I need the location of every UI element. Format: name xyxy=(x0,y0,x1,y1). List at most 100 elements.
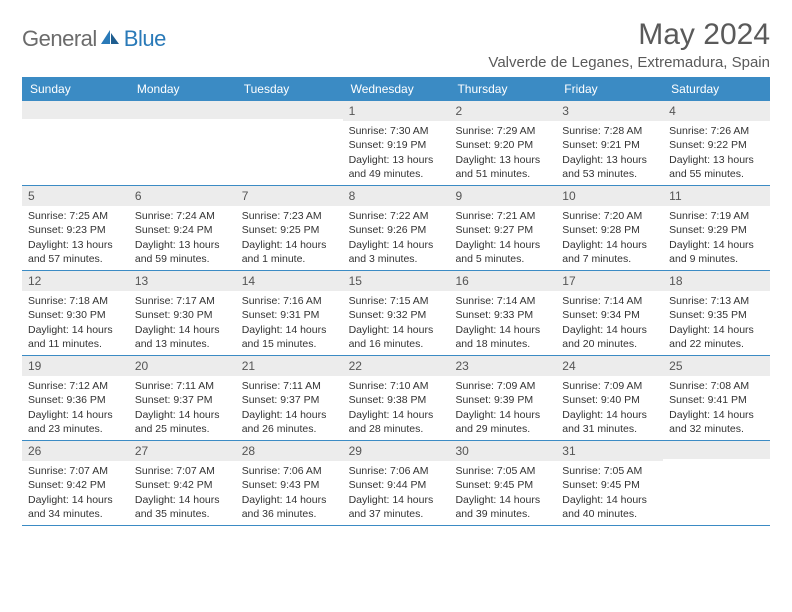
logo-text-gray: General xyxy=(22,26,97,52)
day-cell: 20Sunrise: 7:11 AMSunset: 9:37 PMDayligh… xyxy=(129,356,236,440)
sunrise-text: Sunrise: 7:17 AM xyxy=(135,294,230,308)
day-body: Sunrise: 7:11 AMSunset: 9:37 PMDaylight:… xyxy=(129,376,236,440)
sunset-text: Sunset: 9:31 PM xyxy=(242,308,337,322)
daylight-text: Daylight: 13 hours and 57 minutes. xyxy=(28,238,123,266)
sunrise-text: Sunrise: 7:16 AM xyxy=(242,294,337,308)
day-cell: 18Sunrise: 7:13 AMSunset: 9:35 PMDayligh… xyxy=(663,271,770,355)
sunrise-text: Sunrise: 7:24 AM xyxy=(135,209,230,223)
daylight-text: Daylight: 14 hours and 20 minutes. xyxy=(562,323,657,351)
sunrise-text: Sunrise: 7:14 AM xyxy=(562,294,657,308)
day-cell: 16Sunrise: 7:14 AMSunset: 9:33 PMDayligh… xyxy=(449,271,556,355)
sunset-text: Sunset: 9:21 PM xyxy=(562,138,657,152)
day-cell: 11Sunrise: 7:19 AMSunset: 9:29 PMDayligh… xyxy=(663,186,770,270)
daylight-text: Daylight: 14 hours and 35 minutes. xyxy=(135,493,230,521)
day-body: Sunrise: 7:30 AMSunset: 9:19 PMDaylight:… xyxy=(343,121,450,185)
day-number: 14 xyxy=(236,271,343,291)
day-body: Sunrise: 7:11 AMSunset: 9:37 PMDaylight:… xyxy=(236,376,343,440)
day-body: Sunrise: 7:28 AMSunset: 9:21 PMDaylight:… xyxy=(556,121,663,185)
month-title: May 2024 xyxy=(488,18,770,52)
day-cell: 23Sunrise: 7:09 AMSunset: 9:39 PMDayligh… xyxy=(449,356,556,440)
day-body: Sunrise: 7:08 AMSunset: 9:41 PMDaylight:… xyxy=(663,376,770,440)
sunset-text: Sunset: 9:24 PM xyxy=(135,223,230,237)
daylight-text: Daylight: 13 hours and 55 minutes. xyxy=(669,153,764,181)
day-cell: 29Sunrise: 7:06 AMSunset: 9:44 PMDayligh… xyxy=(343,441,450,525)
daylight-text: Daylight: 13 hours and 49 minutes. xyxy=(349,153,444,181)
weekday-header-cell: Thursday xyxy=(449,77,556,101)
weeks-container: 1Sunrise: 7:30 AMSunset: 9:19 PMDaylight… xyxy=(22,101,770,526)
day-number: 27 xyxy=(129,441,236,461)
daylight-text: Daylight: 14 hours and 39 minutes. xyxy=(455,493,550,521)
sunset-text: Sunset: 9:40 PM xyxy=(562,393,657,407)
day-cell: 6Sunrise: 7:24 AMSunset: 9:24 PMDaylight… xyxy=(129,186,236,270)
day-cell: 5Sunrise: 7:25 AMSunset: 9:23 PMDaylight… xyxy=(22,186,129,270)
weekday-header-cell: Friday xyxy=(556,77,663,101)
day-body: Sunrise: 7:07 AMSunset: 9:42 PMDaylight:… xyxy=(129,461,236,525)
day-number: 2 xyxy=(449,101,556,121)
sunset-text: Sunset: 9:42 PM xyxy=(135,478,230,492)
sunset-text: Sunset: 9:44 PM xyxy=(349,478,444,492)
sunset-text: Sunset: 9:45 PM xyxy=(562,478,657,492)
day-cell: 8Sunrise: 7:22 AMSunset: 9:26 PMDaylight… xyxy=(343,186,450,270)
day-number: 9 xyxy=(449,186,556,206)
header-right: May 2024 Valverde de Leganes, Extremadur… xyxy=(488,18,770,71)
sunset-text: Sunset: 9:32 PM xyxy=(349,308,444,322)
day-number: 13 xyxy=(129,271,236,291)
daylight-text: Daylight: 14 hours and 36 minutes. xyxy=(242,493,337,521)
sunrise-text: Sunrise: 7:21 AM xyxy=(455,209,550,223)
day-number: 20 xyxy=(129,356,236,376)
sunset-text: Sunset: 9:34 PM xyxy=(562,308,657,322)
day-cell: 26Sunrise: 7:07 AMSunset: 9:42 PMDayligh… xyxy=(22,441,129,525)
day-cell: 2Sunrise: 7:29 AMSunset: 9:20 PMDaylight… xyxy=(449,101,556,185)
week-row: 5Sunrise: 7:25 AMSunset: 9:23 PMDaylight… xyxy=(22,186,770,271)
week-row: 1Sunrise: 7:30 AMSunset: 9:19 PMDaylight… xyxy=(22,101,770,186)
sunset-text: Sunset: 9:35 PM xyxy=(669,308,764,322)
sunset-text: Sunset: 9:42 PM xyxy=(28,478,123,492)
day-cell xyxy=(129,101,236,185)
week-row: 12Sunrise: 7:18 AMSunset: 9:30 PMDayligh… xyxy=(22,271,770,356)
sunrise-text: Sunrise: 7:12 AM xyxy=(28,379,123,393)
week-row: 19Sunrise: 7:12 AMSunset: 9:36 PMDayligh… xyxy=(22,356,770,441)
day-cell: 4Sunrise: 7:26 AMSunset: 9:22 PMDaylight… xyxy=(663,101,770,185)
day-body: Sunrise: 7:07 AMSunset: 9:42 PMDaylight:… xyxy=(22,461,129,525)
day-cell xyxy=(22,101,129,185)
day-number xyxy=(663,441,770,459)
day-cell: 27Sunrise: 7:07 AMSunset: 9:42 PMDayligh… xyxy=(129,441,236,525)
sunset-text: Sunset: 9:27 PM xyxy=(455,223,550,237)
day-number: 21 xyxy=(236,356,343,376)
sunrise-text: Sunrise: 7:11 AM xyxy=(135,379,230,393)
sunset-text: Sunset: 9:29 PM xyxy=(669,223,764,237)
daylight-text: Daylight: 14 hours and 7 minutes. xyxy=(562,238,657,266)
day-body: Sunrise: 7:09 AMSunset: 9:39 PMDaylight:… xyxy=(449,376,556,440)
day-number: 29 xyxy=(343,441,450,461)
day-cell: 13Sunrise: 7:17 AMSunset: 9:30 PMDayligh… xyxy=(129,271,236,355)
day-number: 22 xyxy=(343,356,450,376)
sunset-text: Sunset: 9:20 PM xyxy=(455,138,550,152)
sunset-text: Sunset: 9:23 PM xyxy=(28,223,123,237)
week-row: 26Sunrise: 7:07 AMSunset: 9:42 PMDayligh… xyxy=(22,441,770,526)
weekday-header-cell: Tuesday xyxy=(236,77,343,101)
day-body: Sunrise: 7:13 AMSunset: 9:35 PMDaylight:… xyxy=(663,291,770,355)
daylight-text: Daylight: 14 hours and 32 minutes. xyxy=(669,408,764,436)
daylight-text: Daylight: 14 hours and 1 minute. xyxy=(242,238,337,266)
day-number: 10 xyxy=(556,186,663,206)
sunrise-text: Sunrise: 7:07 AM xyxy=(28,464,123,478)
day-number: 31 xyxy=(556,441,663,461)
daylight-text: Daylight: 14 hours and 31 minutes. xyxy=(562,408,657,436)
sunrise-text: Sunrise: 7:15 AM xyxy=(349,294,444,308)
day-body: Sunrise: 7:14 AMSunset: 9:34 PMDaylight:… xyxy=(556,291,663,355)
daylight-text: Daylight: 14 hours and 18 minutes. xyxy=(455,323,550,351)
sunrise-text: Sunrise: 7:11 AM xyxy=(242,379,337,393)
daylight-text: Daylight: 14 hours and 28 minutes. xyxy=(349,408,444,436)
sunset-text: Sunset: 9:26 PM xyxy=(349,223,444,237)
sunset-text: Sunset: 9:25 PM xyxy=(242,223,337,237)
sunrise-text: Sunrise: 7:07 AM xyxy=(135,464,230,478)
day-body: Sunrise: 7:23 AMSunset: 9:25 PMDaylight:… xyxy=(236,206,343,270)
daylight-text: Daylight: 14 hours and 37 minutes. xyxy=(349,493,444,521)
day-body: Sunrise: 7:21 AMSunset: 9:27 PMDaylight:… xyxy=(449,206,556,270)
daylight-text: Daylight: 13 hours and 59 minutes. xyxy=(135,238,230,266)
weekday-header-cell: Saturday xyxy=(663,77,770,101)
weekday-header-cell: Monday xyxy=(129,77,236,101)
day-cell: 31Sunrise: 7:05 AMSunset: 9:45 PMDayligh… xyxy=(556,441,663,525)
sunrise-text: Sunrise: 7:22 AM xyxy=(349,209,444,223)
day-number: 12 xyxy=(22,271,129,291)
